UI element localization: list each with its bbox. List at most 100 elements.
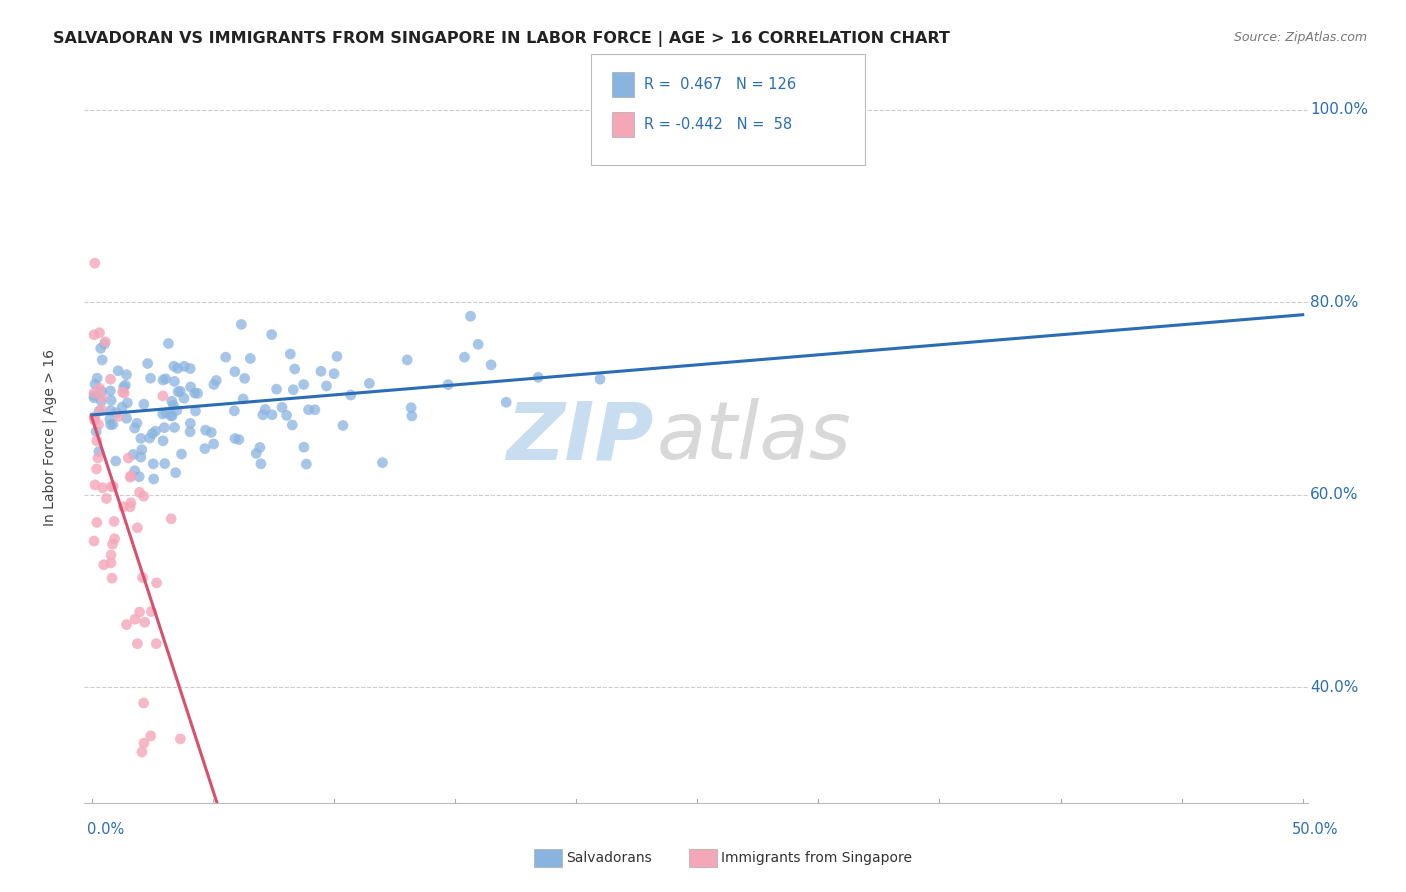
- Point: [315, 379, 337, 393]
- Point: [232, 392, 254, 406]
- Point: [260, 408, 283, 422]
- Text: 100.0%: 100.0%: [1310, 103, 1368, 118]
- Point: [83, 327, 105, 342]
- Point: [117, 450, 139, 465]
- Point: [399, 401, 422, 415]
- Point: [111, 385, 134, 400]
- Point: [132, 489, 155, 503]
- Point: [202, 437, 225, 451]
- Point: [292, 377, 315, 392]
- Point: [93, 558, 115, 572]
- Point: [160, 512, 183, 526]
- Point: [332, 418, 354, 433]
- Point: [127, 521, 149, 535]
- Point: [233, 371, 256, 385]
- Point: [103, 515, 125, 529]
- Point: [271, 401, 294, 415]
- Point: [125, 417, 148, 431]
- Point: [124, 612, 146, 626]
- Point: [120, 470, 142, 484]
- Text: R = -0.442   N =  58: R = -0.442 N = 58: [644, 118, 792, 132]
- Point: [145, 575, 167, 590]
- Point: [100, 417, 122, 432]
- Point: [101, 537, 124, 551]
- Point: [278, 347, 301, 361]
- Text: SALVADORAN VS IMMIGRANTS FROM SINGAPORE IN LABOR FORCE | AGE > 16 CORRELATION CH: SALVADORAN VS IMMIGRANTS FROM SINGAPORE …: [53, 31, 950, 47]
- Point: [120, 500, 142, 514]
- Point: [153, 457, 176, 471]
- Text: Immigrants from Singapore: Immigrants from Singapore: [721, 851, 912, 865]
- Point: [339, 388, 361, 402]
- Point: [105, 406, 128, 420]
- Point: [114, 378, 136, 392]
- Point: [495, 395, 517, 409]
- Point: [224, 365, 246, 379]
- Point: [101, 417, 124, 432]
- Point: [83, 413, 105, 427]
- Point: [100, 393, 122, 408]
- Point: [89, 326, 111, 340]
- Point: [152, 407, 174, 421]
- Point: [100, 480, 122, 494]
- Point: [120, 468, 142, 483]
- Point: [107, 364, 129, 378]
- Point: [179, 361, 201, 376]
- Point: [160, 394, 183, 409]
- Point: [527, 370, 550, 384]
- Point: [100, 403, 122, 417]
- Point: [309, 364, 332, 378]
- Point: [124, 464, 146, 478]
- Point: [94, 334, 117, 349]
- Point: [231, 318, 253, 332]
- Point: [103, 479, 125, 493]
- Point: [83, 256, 105, 270]
- Point: [90, 341, 112, 355]
- Point: [173, 391, 195, 405]
- Point: [131, 745, 153, 759]
- Point: [100, 556, 122, 570]
- Point: [284, 362, 307, 376]
- Point: [132, 736, 155, 750]
- Point: [297, 402, 319, 417]
- Point: [84, 411, 107, 425]
- Point: [83, 391, 105, 405]
- Text: 50.0%: 50.0%: [1292, 822, 1339, 837]
- Point: [90, 394, 112, 409]
- Point: [131, 571, 153, 585]
- Point: [163, 359, 186, 374]
- Point: [89, 381, 111, 395]
- Point: [170, 447, 193, 461]
- Point: [101, 571, 124, 585]
- Point: [98, 412, 121, 426]
- Point: [252, 408, 274, 422]
- Point: [145, 424, 167, 438]
- Point: [111, 400, 134, 414]
- Point: [124, 421, 146, 435]
- Point: [132, 696, 155, 710]
- Point: [157, 336, 180, 351]
- Point: [166, 361, 188, 376]
- Point: [132, 397, 155, 411]
- Point: [166, 403, 188, 417]
- Point: [122, 448, 145, 462]
- Point: [266, 382, 288, 396]
- Text: R =  0.467   N = 126: R = 0.467 N = 126: [644, 78, 796, 92]
- Point: [87, 417, 110, 432]
- Text: Salvadorans: Salvadorans: [567, 851, 652, 865]
- Point: [115, 368, 138, 382]
- Point: [245, 446, 267, 460]
- Point: [283, 383, 305, 397]
- Point: [145, 637, 167, 651]
- Point: [194, 442, 217, 456]
- Point: [84, 377, 107, 392]
- Point: [249, 441, 271, 455]
- Point: [128, 469, 150, 483]
- Point: [396, 353, 419, 368]
- Point: [138, 431, 160, 445]
- Point: [139, 371, 162, 385]
- Point: [83, 388, 105, 402]
- Point: [162, 398, 184, 412]
- Point: [254, 402, 277, 417]
- Point: [165, 466, 187, 480]
- Point: [91, 391, 114, 405]
